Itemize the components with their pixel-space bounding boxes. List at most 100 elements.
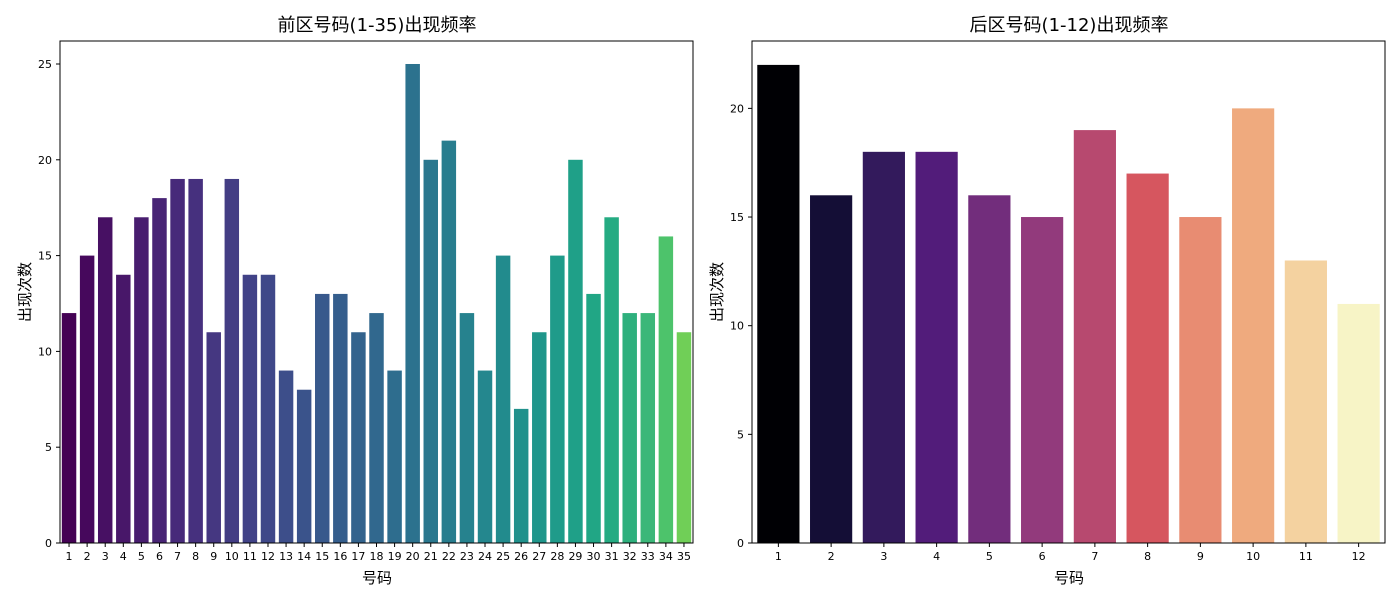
y-ticks: 0 5 10 15 20 <box>730 102 752 550</box>
x-axis-label: 号码 <box>1054 569 1084 587</box>
y-tick-label: 25 <box>38 58 52 71</box>
x-tick-label: 2 <box>84 550 91 563</box>
bar-26 <box>513 408 529 543</box>
x-tick-label: 8 <box>192 550 199 563</box>
bar-7 <box>1073 130 1116 543</box>
x-tick-label: 6 <box>156 550 163 563</box>
front-zone-chart: 前区号码(1-35)出现频率 号码 出现次数 1 2 3 4 5 6 7 8 9 10 11 12 13… <box>16 15 694 587</box>
bar-12 <box>260 274 276 543</box>
bar-16 <box>333 293 348 543</box>
x-tick-label: 9 <box>1197 550 1204 563</box>
y-tick-label: 0 <box>45 537 52 550</box>
x-tick-label: 1 <box>66 550 73 563</box>
bar-1 <box>757 64 800 544</box>
bar-6 <box>152 198 167 544</box>
x-tick-label: 28 <box>550 550 564 563</box>
x-tick-label: 32 <box>623 550 637 563</box>
bar-5 <box>134 217 149 543</box>
bar-8 <box>1126 173 1169 543</box>
y-tick-label: 20 <box>730 102 744 115</box>
bar-2 <box>79 255 95 543</box>
x-tick-label: 7 <box>1091 550 1098 563</box>
x-tick-label: 11 <box>1299 550 1313 563</box>
bar-9 <box>1179 217 1222 543</box>
bar-1 <box>61 313 77 543</box>
x-tick-label: 19 <box>388 550 402 563</box>
bar-23 <box>459 313 475 543</box>
x-tick-label: 33 <box>641 550 655 563</box>
x-tick-label: 18 <box>370 550 384 563</box>
bar-12 <box>1337 303 1380 543</box>
chart-title: 前区号码(1-35)出现频率 <box>278 15 477 36</box>
x-tick-label: 4 <box>120 550 127 563</box>
x-tick-label: 23 <box>460 550 474 563</box>
bar-4 <box>116 274 131 543</box>
bar-11 <box>242 274 258 543</box>
bar-32 <box>622 313 637 543</box>
bar-29 <box>568 159 583 544</box>
x-tick-label: 27 <box>532 550 546 563</box>
x-tick-label: 16 <box>333 550 347 563</box>
y-tick-label: 10 <box>730 320 744 333</box>
y-axis-label: 出现次数 <box>16 262 34 322</box>
bar-24 <box>477 370 493 543</box>
x-tick-label: 5 <box>138 550 145 563</box>
bar-33 <box>640 313 656 543</box>
bar-8 <box>188 178 203 543</box>
bar-7 <box>170 178 185 543</box>
bar-28 <box>550 255 565 543</box>
x-tick-label: 22 <box>442 550 456 563</box>
x-tick-label: 1 <box>775 550 782 563</box>
x-tick-label: 12 <box>1352 550 1366 563</box>
x-tick-label: 31 <box>605 550 619 563</box>
x-tick-label: 5 <box>986 550 993 563</box>
y-ticks: 0 5 10 15 20 25 <box>38 58 60 550</box>
x-axis-label: 号码 <box>362 569 392 587</box>
x-tick-label: 10 <box>225 550 239 563</box>
bar-31 <box>604 217 619 543</box>
bar-15 <box>315 293 330 543</box>
x-tick-label: 24 <box>478 550 492 563</box>
x-tick-label: 29 <box>568 550 582 563</box>
bars <box>757 64 1380 544</box>
x-tick-label: 7 <box>174 550 181 563</box>
y-tick-label: 5 <box>737 428 744 441</box>
bar-13 <box>278 370 294 543</box>
x-tick-label: 9 <box>210 550 217 563</box>
bar-5 <box>968 195 1011 544</box>
x-tick-label: 2 <box>828 550 835 563</box>
bar-10 <box>224 178 240 543</box>
bar-3 <box>862 151 905 543</box>
bar-14 <box>296 389 312 543</box>
x-tick-label: 11 <box>243 550 257 563</box>
bar-2 <box>810 195 853 544</box>
y-tick-label: 15 <box>730 211 744 224</box>
x-tick-label: 25 <box>496 550 510 563</box>
bar-34 <box>658 236 674 543</box>
x-tick-label: 6 <box>1039 550 1046 563</box>
x-tick-label: 3 <box>102 550 109 563</box>
y-axis-label: 出现次数 <box>708 262 726 322</box>
y-tick-label: 0 <box>737 537 744 550</box>
chart-title: 后区号码(1-12)出现频率 <box>970 15 1169 36</box>
bar-9 <box>206 332 221 543</box>
bar-17 <box>351 332 366 543</box>
x-tick-label: 20 <box>406 550 420 563</box>
plot-frame <box>59 40 694 544</box>
y-tick-label: 15 <box>38 250 52 263</box>
x-tick-label: 35 <box>677 550 691 563</box>
x-tick-label: 21 <box>424 550 438 563</box>
x-tick-label: 13 <box>279 550 293 563</box>
bar-30 <box>586 293 601 543</box>
x-tick-label: 3 <box>880 550 887 563</box>
bar-11 <box>1284 260 1327 543</box>
bar-35 <box>676 332 692 543</box>
y-tick-label: 20 <box>38 154 52 167</box>
x-ticks: 1 2 3 4 5 6 7 8 9 10 11 12 13 14 15 16 17 18 19 20 21 22 23 24 2… <box>66 543 691 563</box>
x-tick-label: 8 <box>1144 550 1151 563</box>
bars <box>61 63 692 544</box>
bar-27 <box>532 332 547 543</box>
x-tick-label: 26 <box>514 550 528 563</box>
bar-25 <box>495 255 511 543</box>
